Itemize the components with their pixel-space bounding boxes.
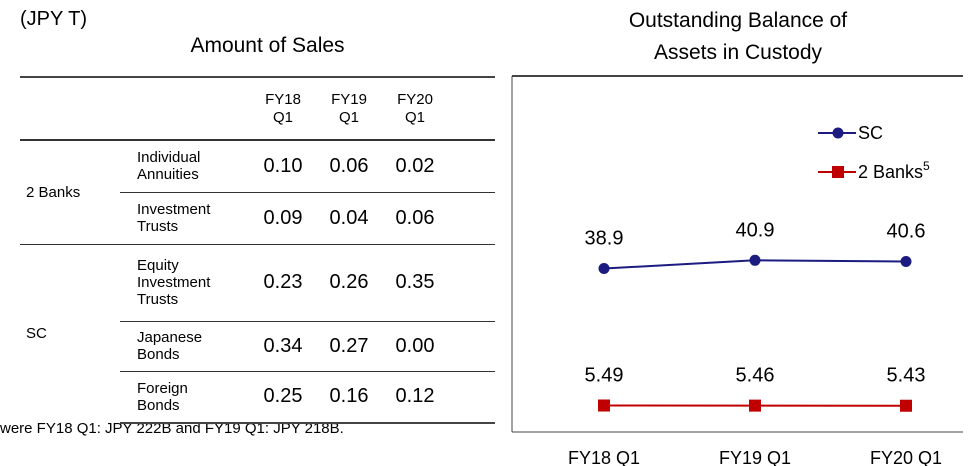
value-cell: 0.26 bbox=[316, 243, 382, 321]
value-cell: 0.27 bbox=[316, 320, 382, 371]
point bbox=[598, 263, 610, 275]
data-label: 5.49 bbox=[585, 364, 624, 386]
value-cell: 0.06 bbox=[316, 139, 382, 192]
column-header-cell: FY19 Q1 bbox=[316, 77, 382, 141]
data-label: 40.6 bbox=[887, 221, 926, 243]
row-label-cell: Japanese Bonds bbox=[120, 320, 250, 371]
column-header: FY18 Q1 bbox=[265, 90, 301, 126]
group-name: 2 Banks bbox=[20, 139, 120, 244]
row-label-cell: Investment Trusts bbox=[120, 191, 250, 244]
row-label: Japanese Bonds bbox=[137, 329, 203, 363]
value-cell: 0.23 bbox=[250, 243, 316, 321]
legend-marker bbox=[832, 127, 844, 139]
point bbox=[900, 399, 912, 412]
value-cell: 0.04 bbox=[316, 191, 382, 244]
cell bbox=[20, 77, 120, 141]
row-label-cell: Foreign Bonds bbox=[120, 370, 250, 424]
column-header: FY19 Q1 bbox=[331, 90, 367, 126]
value-cell: 0.02 bbox=[382, 139, 448, 192]
point bbox=[749, 254, 761, 266]
table-row: Investment Trusts 0.09 0.04 0.06 bbox=[20, 191, 495, 244]
legend-name: 2 Banks bbox=[858, 162, 923, 182]
point bbox=[749, 399, 761, 412]
table-row: Foreign Bonds 0.25 0.16 0.12 bbox=[20, 370, 495, 424]
table-row: SC Equity Investment Trusts 0.23 0.26 0.35 bbox=[20, 243, 495, 423]
legend-marker bbox=[832, 166, 844, 178]
chart-title: Assets in Custody bbox=[654, 41, 823, 64]
header-row: FY18 Q1 FY19 Q1 FY20 Q1 bbox=[20, 77, 495, 141]
group-name: SC bbox=[20, 243, 120, 423]
value-cell: 0.06 bbox=[382, 191, 448, 244]
cell bbox=[120, 77, 250, 141]
table-title: Amount of Sales bbox=[190, 34, 345, 57]
legend-label: SC bbox=[858, 123, 883, 143]
value-cell: 0.09 bbox=[250, 191, 316, 244]
data-label: 40.9 bbox=[736, 219, 775, 241]
column-header-cell: FY18 Q1 bbox=[250, 77, 316, 141]
x-tick-label: FY19 Q1 bbox=[719, 448, 791, 466]
column-header: FY20 Q1 bbox=[397, 90, 433, 126]
value-cell: 0.16 bbox=[316, 370, 382, 424]
legend-name: SC bbox=[858, 123, 883, 143]
cell bbox=[448, 77, 495, 141]
cell bbox=[448, 139, 495, 192]
table-row: Japanese Bonds 0.34 0.27 0.00 bbox=[20, 320, 495, 371]
row-label: Equity Investment Trusts bbox=[137, 257, 211, 308]
point bbox=[598, 399, 610, 412]
value-cell: 0.34 bbox=[250, 320, 316, 371]
row-label-cell: Individual Annuities bbox=[120, 139, 250, 192]
legend-footnote-mark: 5 bbox=[923, 159, 930, 173]
data-label: 5.43 bbox=[887, 365, 926, 387]
legend-label: 2 Banks5 bbox=[858, 159, 930, 182]
cell bbox=[448, 191, 495, 244]
value-cell: 0.25 bbox=[250, 370, 316, 424]
x-tick-label: FY20 Q1 bbox=[870, 448, 942, 466]
row-label: Individual Annuities bbox=[137, 149, 201, 184]
cell bbox=[448, 320, 495, 371]
value-cell: 0.10 bbox=[250, 139, 316, 192]
data-label: 38.9 bbox=[585, 228, 624, 250]
row-label: Investment Trusts bbox=[137, 201, 211, 235]
data-label: 5.46 bbox=[736, 365, 775, 387]
value-cell: 0.35 bbox=[382, 243, 448, 321]
chart-title: Outstanding Balance of bbox=[629, 9, 847, 32]
value-cell: 0.00 bbox=[382, 320, 448, 371]
row-label-cell: Equity Investment Trusts bbox=[120, 243, 250, 321]
sales-table: FY18 Q1 FY19 Q1 FY20 Q1 2 Banks Individual A… bbox=[20, 76, 495, 424]
cell bbox=[448, 370, 495, 424]
table-row: 2 Banks Individual Annuities 0.10 0.06 0.02 bbox=[20, 139, 495, 244]
cell bbox=[448, 243, 495, 321]
row-label: Foreign Bonds bbox=[137, 379, 188, 414]
footnote: were FY18 Q1: JPY 222B and FY19 Q1: JPY … bbox=[0, 420, 344, 437]
value-cell: 0.12 bbox=[382, 370, 448, 424]
column-header-cell: FY20 Q1 bbox=[382, 77, 448, 141]
unit-label: (JPY T) bbox=[20, 8, 88, 30]
x-tick-label: FY18 Q1 bbox=[568, 448, 640, 466]
point bbox=[900, 256, 912, 268]
